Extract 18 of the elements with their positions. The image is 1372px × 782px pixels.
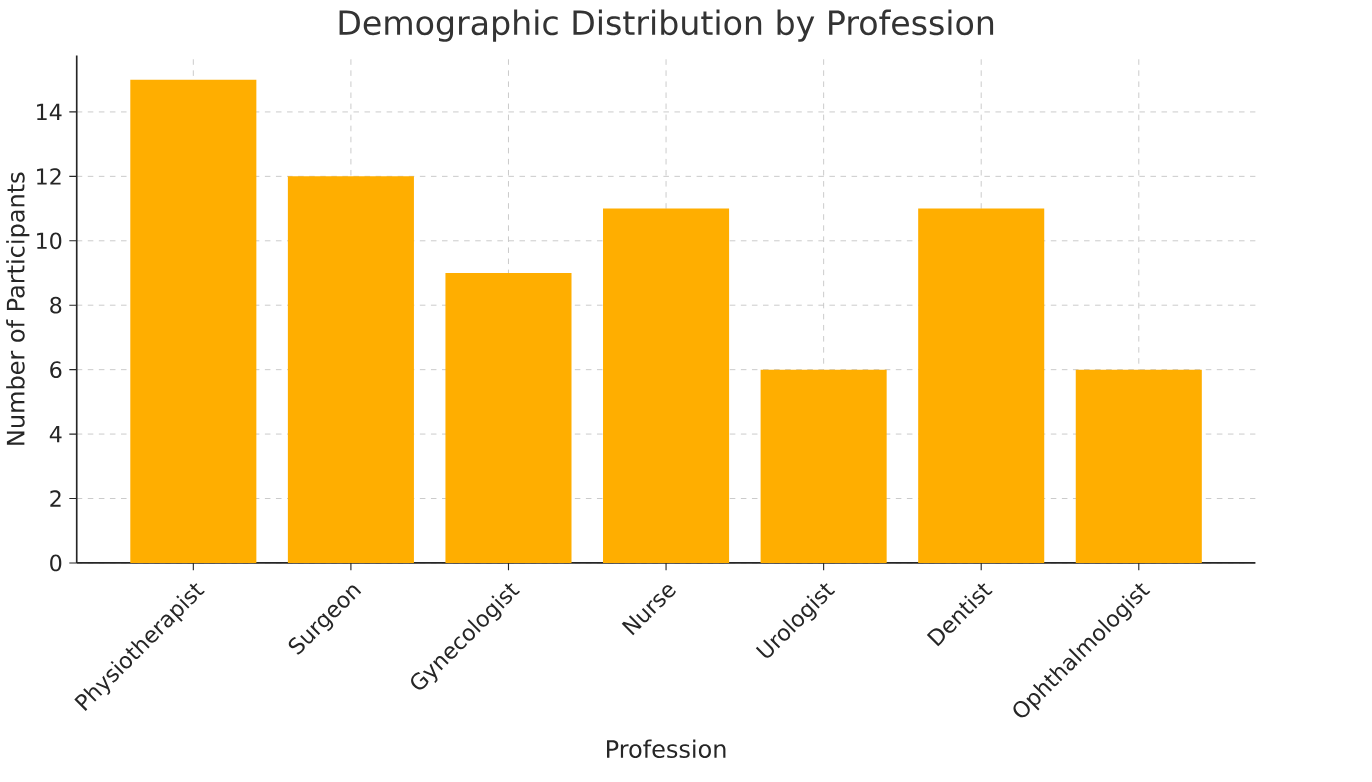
x-axis-title: Profession	[607, 739, 726, 758]
y-tick-label: 8	[50, 296, 62, 314]
bar	[760, 369, 887, 563]
y-tick-label: 0	[50, 554, 62, 572]
bar	[287, 176, 414, 563]
y-tick-label: 4	[49, 425, 62, 442]
bar	[445, 272, 572, 563]
y-tick-label: 2	[50, 490, 61, 507]
bar	[603, 208, 730, 563]
chart-title: Demographic Distribution by Profession	[339, 9, 994, 42]
bar	[918, 208, 1045, 563]
y-tick-label: 6	[50, 361, 62, 378]
y-tick-label: 10	[37, 232, 62, 249]
bar	[1075, 369, 1202, 563]
y-tick-label: 12	[37, 167, 61, 185]
bar	[130, 79, 257, 563]
y-axis-title: Number of Participants	[6, 172, 30, 445]
y-tick-label: 14	[37, 103, 62, 120]
